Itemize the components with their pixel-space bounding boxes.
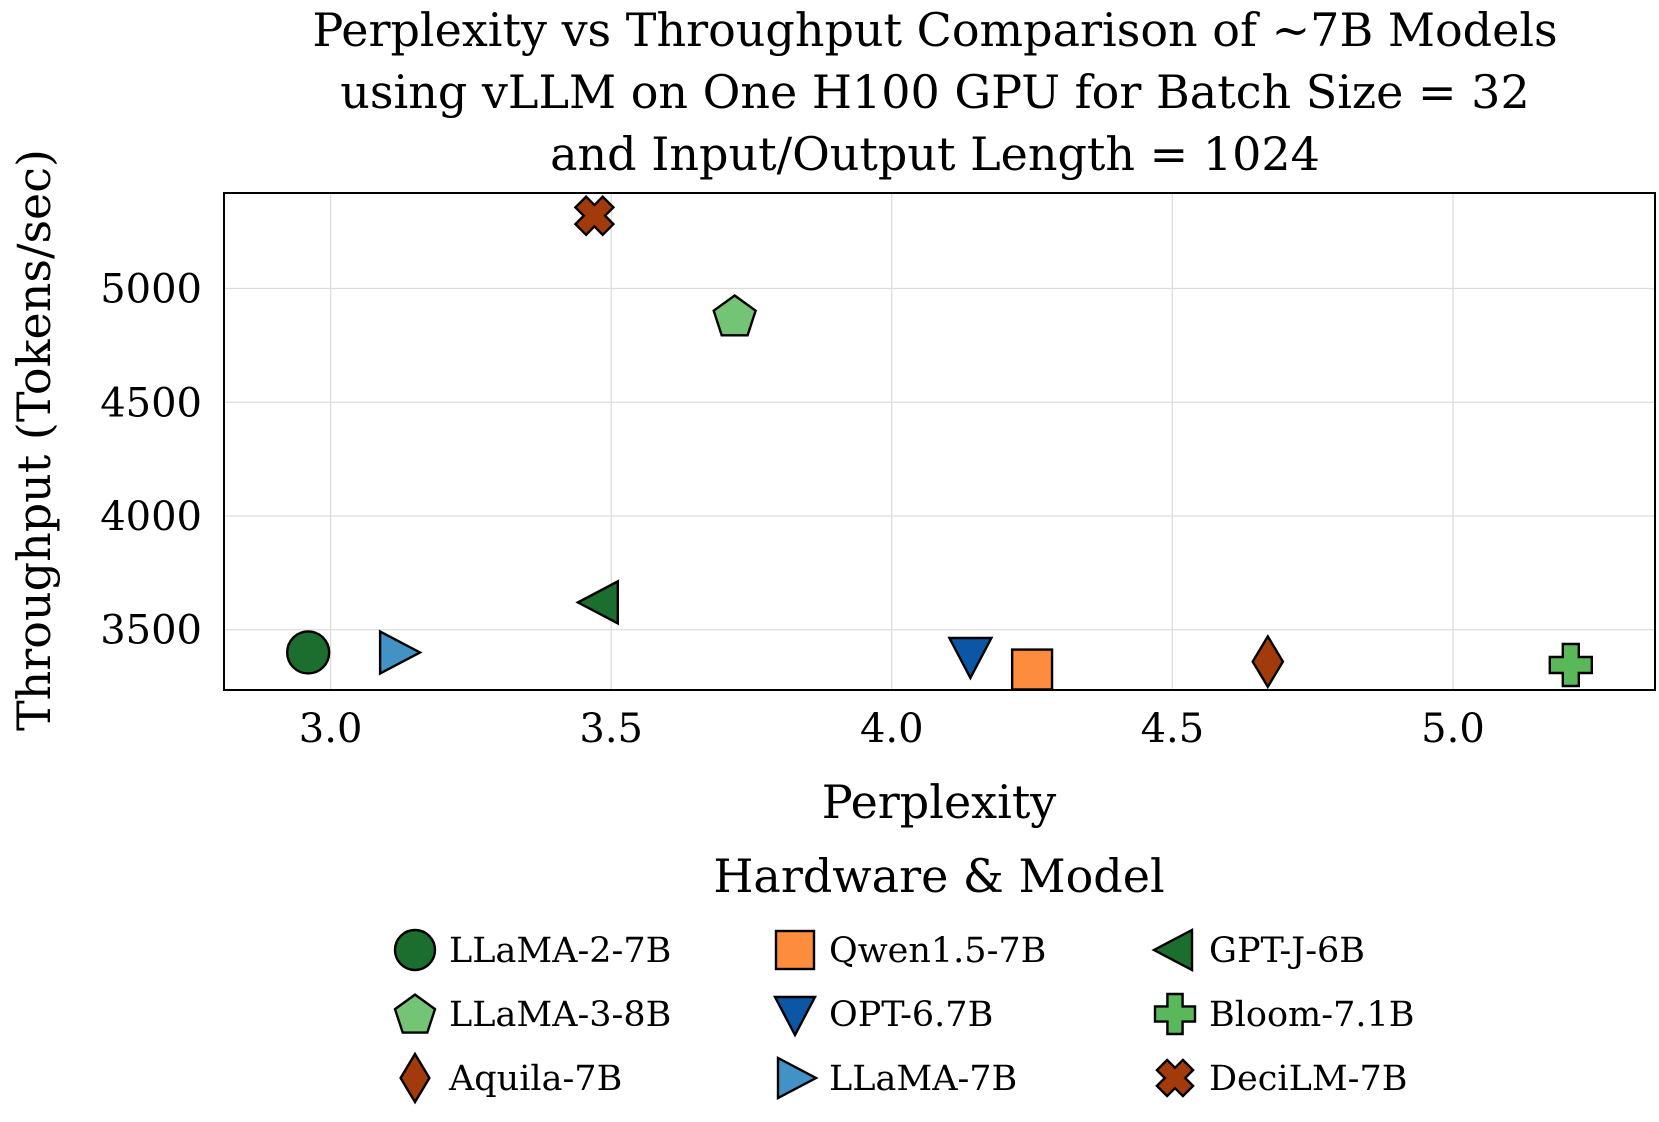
legend-label-bloom-7-1b: Bloom-7.1B	[1209, 995, 1414, 1035]
legend-marker-llama-3-8b	[393, 993, 437, 1034]
marker-qwen1-5-7b	[1010, 648, 1054, 691]
legend: LLaMA-2-7B LLaMA-3-8B Aquila-7B Qwen1.5-7B O…	[393, 928, 1414, 1105]
x-tick-label: 5.0	[1421, 706, 1485, 752]
y-tick-label: 3500	[100, 608, 202, 654]
y-axis-label: Throughput (Tokens/sec)	[7, 149, 61, 731]
legend-marker-bloom-7-1b	[1153, 992, 1197, 1036]
gridlines	[224, 193, 1655, 690]
legend-marker-qwen1-5-7b	[774, 929, 816, 971]
chart-title-line-2: using vLLM on One H100 GPU for Batch Siz…	[340, 65, 1529, 119]
legend-label-gpt-j-6b: GPT-J-6B	[1209, 931, 1365, 971]
legend-marker-llama-2-7b	[393, 928, 437, 972]
data-markers	[285, 194, 1594, 691]
legend-label-llama-3-8b: LLaMA-3-8B	[449, 995, 671, 1035]
y-tick-label: 5000	[100, 267, 202, 313]
marker-decilm-7b	[573, 194, 616, 237]
y-tick-label: 4000	[100, 494, 202, 540]
x-tick-label: 3.0	[299, 706, 363, 752]
marker-llama-7b	[378, 629, 423, 676]
x-tick-label: 4.0	[860, 706, 924, 752]
legend-label-qwen1-5-7b: Qwen1.5-7B	[829, 931, 1046, 971]
legend-marker-gpt-j-6b	[1151, 928, 1194, 972]
legend-label-opt-6-7b: OPT-6.7B	[829, 995, 993, 1035]
x-axis-label: Perplexity	[822, 775, 1057, 829]
legend-marker-opt-6-7b	[773, 995, 817, 1038]
marker-opt-6-7b	[947, 636, 994, 681]
legend-label-llama-7b: LLaMA-7B	[829, 1059, 1017, 1099]
chart-title-line-1: Perplexity vs Throughput Comparison of ~…	[312, 3, 1557, 57]
marker-aquila-7b	[1251, 634, 1285, 690]
x-tick-label: 4.5	[1141, 706, 1205, 752]
legend-marker-llama-7b	[776, 1056, 819, 1100]
plot-frame	[223, 192, 1656, 691]
marker-gpt-j-6b	[575, 579, 619, 626]
legend-title: Hardware & Model	[713, 849, 1164, 903]
x-axis-ticks: 3.0 3.5 4.0 4.5 5.0	[299, 706, 1485, 752]
legend-label-aquila-7b: Aquila-7B	[448, 1059, 622, 1099]
y-axis-ticks: 3500 4000 4500 5000	[100, 267, 202, 654]
marker-llama-2-7b	[285, 630, 331, 675]
marker-llama-3-8b	[712, 294, 758, 337]
legend-marker-aquila-7b	[399, 1051, 431, 1105]
x-tick-label: 3.5	[579, 706, 643, 752]
legend-label-decilm-7b: DeciLM-7B	[1209, 1059, 1407, 1099]
y-tick-label: 4500	[100, 380, 202, 426]
legend-marker-decilm-7b	[1155, 1058, 1195, 1098]
chart-title-line-3: and Input/Output Length = 1024	[550, 127, 1320, 181]
marker-bloom-7-1b	[1548, 642, 1594, 688]
legend-label-llama-2-7b: LLaMA-2-7B	[449, 931, 671, 971]
